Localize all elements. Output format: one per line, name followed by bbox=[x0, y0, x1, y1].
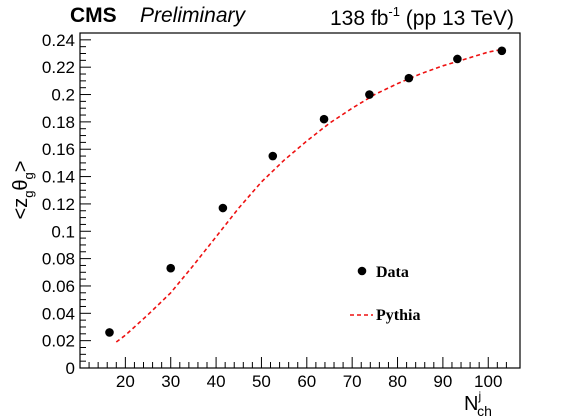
experiment-label: CMS bbox=[70, 4, 117, 27]
x-tick-label: 90 bbox=[433, 372, 452, 391]
x-tick-label: 80 bbox=[388, 372, 407, 391]
data-point bbox=[218, 203, 228, 213]
pythia-series bbox=[115, 48, 503, 343]
status-label: Preliminary bbox=[140, 4, 246, 27]
data-point bbox=[268, 151, 278, 161]
data-series bbox=[105, 46, 507, 337]
y-tick-label: 0.06 bbox=[42, 277, 75, 296]
legend: Data Pythia bbox=[350, 264, 420, 324]
x-tick-label: 100 bbox=[474, 372, 502, 391]
y-tick-label: 0.16 bbox=[42, 140, 75, 159]
data-point bbox=[166, 263, 176, 273]
data-point bbox=[319, 114, 329, 124]
pythia-line bbox=[115, 48, 503, 343]
x-axis-label-sub: ch bbox=[477, 403, 492, 418]
y-tick-label: 0.18 bbox=[42, 113, 75, 132]
y-tick-label: 0.22 bbox=[42, 58, 75, 77]
x-tick-label: 50 bbox=[252, 372, 271, 391]
y-tick-label: 0.12 bbox=[42, 195, 75, 214]
lumi-value: 138 fb bbox=[330, 7, 389, 30]
legend-label-data: Data bbox=[376, 264, 409, 281]
x-axis-label: Nj ch bbox=[464, 389, 492, 418]
y-tick-label: 0.08 bbox=[42, 250, 75, 269]
legend-label-pythia: Pythia bbox=[376, 307, 420, 324]
data-point bbox=[497, 46, 507, 56]
x-tick-label: 60 bbox=[297, 372, 316, 391]
x-tick-label: 70 bbox=[343, 372, 362, 391]
legend-marker-data bbox=[357, 266, 367, 276]
y-tick-label: 0.02 bbox=[42, 332, 75, 351]
x-axis-label-main: N bbox=[464, 393, 478, 415]
lumi-energy: (pp 13 TeV) bbox=[405, 7, 514, 30]
data-point bbox=[453, 54, 462, 64]
plot-frame bbox=[79, 32, 521, 369]
data-point bbox=[105, 328, 114, 337]
data-point bbox=[404, 73, 414, 83]
y-axis-ticks: 0 0.02 0.04 0.06 0.08 0.1 0.12 0.14 0.16 0.18 0.2 0… bbox=[42, 31, 91, 378]
y-tick-label: 0.14 bbox=[42, 168, 75, 187]
data-point bbox=[365, 90, 374, 99]
x-tick-label: 30 bbox=[161, 372, 180, 391]
y-tick-label: 0.04 bbox=[42, 304, 75, 323]
x-tick-label: 40 bbox=[207, 372, 226, 391]
x-axis-label-sup: j bbox=[477, 389, 481, 403]
y-axis-label: <zgθg> bbox=[10, 161, 36, 220]
x-axis-ticks: 20 30 40 50 60 70 80 90 100 bbox=[79, 357, 507, 391]
lumi-exponent: -1 bbox=[388, 4, 400, 19]
y-tick-label: 0.1 bbox=[51, 222, 75, 241]
y-tick-label: 0.24 bbox=[42, 31, 75, 50]
luminosity-label: 138 fb-1 (pp 13 TeV) bbox=[330, 4, 514, 31]
axes-frame bbox=[79, 32, 521, 369]
y-tick-label: 0 bbox=[66, 359, 75, 378]
x-tick-label: 20 bbox=[116, 372, 135, 391]
y-tick-label: 0.2 bbox=[51, 86, 75, 105]
